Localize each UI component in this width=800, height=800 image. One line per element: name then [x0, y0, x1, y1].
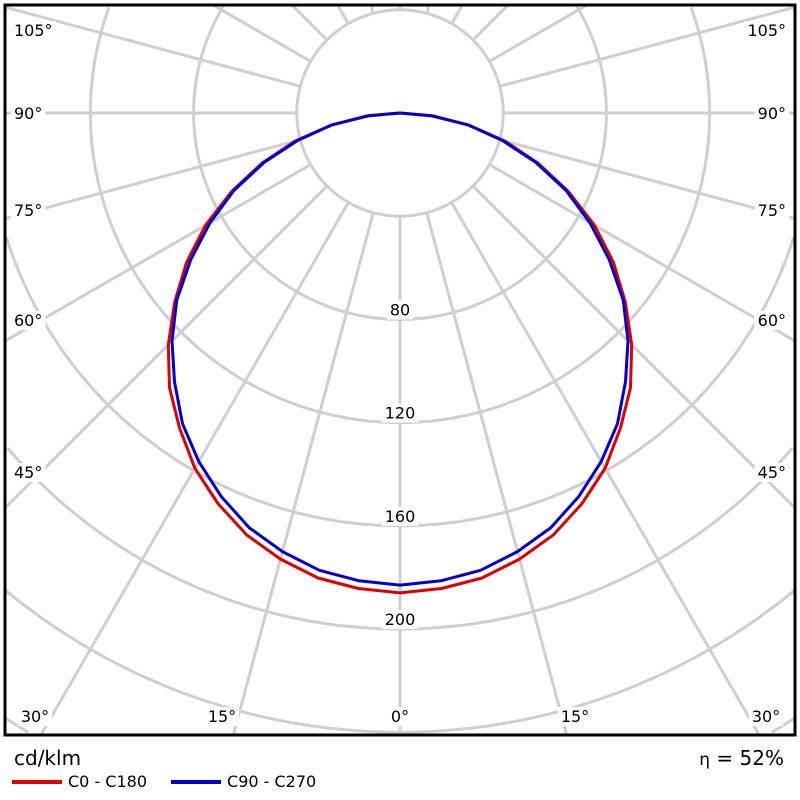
angle-label-left: 60°: [14, 311, 42, 330]
angle-label-left: 45°: [14, 463, 42, 482]
radial-gridline: [425, 212, 568, 735]
label-bg: [11, 463, 46, 482]
radial-gridline: [450, 5, 464, 25]
radial-gridline: [5, 138, 301, 221]
label-bg: [17, 707, 53, 726]
label-bg: [754, 104, 789, 123]
angle-label-right: 75°: [758, 201, 786, 220]
angle-label-right: 105°: [747, 21, 786, 40]
label-bg: [387, 707, 413, 726]
series-curve-0: [166, 111, 634, 595]
radial-gridline: [232, 212, 375, 735]
angle-label-right: 45°: [758, 463, 786, 482]
series-curve-1: [170, 111, 630, 587]
label-bg: [754, 201, 789, 220]
legend-label: C0 - C180: [68, 772, 148, 791]
efficiency-symbol: η: [699, 750, 711, 770]
label-bg: [754, 311, 789, 330]
angle-label-bottom: 15°: [208, 707, 236, 726]
radial-gridline: [213, 4, 312, 63]
radial-tick-label: 120: [385, 404, 416, 423]
legend-swatch: [12, 779, 62, 784]
angle-label-right: 60°: [758, 311, 786, 330]
angle-label-left: 105°: [14, 21, 53, 40]
radial-gridline: [291, 4, 329, 42]
radial-tick-label: 80: [390, 300, 410, 319]
chart-frame: [3, 3, 797, 737]
radial-gridline: [471, 184, 796, 509]
label-bg: [754, 463, 789, 482]
label-bg: [381, 610, 419, 629]
radial-tick-label: 160: [385, 507, 416, 526]
label-bg: [11, 201, 46, 220]
label-bg: [744, 21, 789, 40]
angle-label-bottom: 0°: [391, 707, 409, 726]
ring-gridline: [192, 5, 608, 321]
radial-gridline: [499, 5, 795, 88]
legend-item-c0: C0 - C180: [12, 772, 147, 791]
angle-label-left: 90°: [14, 104, 42, 123]
angle-label-bottom: 30°: [21, 707, 49, 726]
legend-label: C90 - C270: [227, 772, 317, 791]
ring-gridline: [88, 6, 712, 425]
label-bg: [381, 403, 419, 423]
label-bg: [557, 707, 593, 726]
radial-gridline: [488, 163, 795, 342]
efficiency-value: 52%: [739, 746, 784, 770]
label-bg: [11, 21, 56, 40]
angle-label-bottom: 30°: [752, 707, 780, 726]
label-bg: [748, 707, 784, 726]
radial-tick-label: 200: [385, 610, 416, 629]
angle-label-left: 75°: [14, 201, 42, 220]
radial-gridline: [5, 163, 312, 342]
radial-gridline: [5, 5, 301, 88]
angle-label-bottom: 15°: [561, 707, 589, 726]
legend: C0 - C180 C90 - C270: [12, 772, 340, 791]
legend-swatch: [171, 779, 222, 784]
radial-gridline: [488, 4, 587, 63]
efficiency-readout: η = 52%: [699, 746, 784, 770]
unit-label: cd/klm: [14, 746, 82, 770]
label-bg: [11, 311, 46, 330]
ring-gridline: [5, 589, 795, 734]
legend-item-c90: C90 - C270: [171, 772, 316, 791]
radial-gridline: [499, 138, 795, 221]
ring-gridline: [295, 8, 505, 218]
label-bg: [381, 506, 419, 526]
radial-gridline: [471, 4, 509, 42]
radial-gridline: [336, 5, 350, 25]
label-bg: [204, 707, 240, 726]
label-bg: [11, 104, 46, 123]
angle-label-right: 90°: [758, 104, 786, 123]
radial-gridline: [4, 184, 329, 509]
label-bg: [386, 300, 414, 320]
